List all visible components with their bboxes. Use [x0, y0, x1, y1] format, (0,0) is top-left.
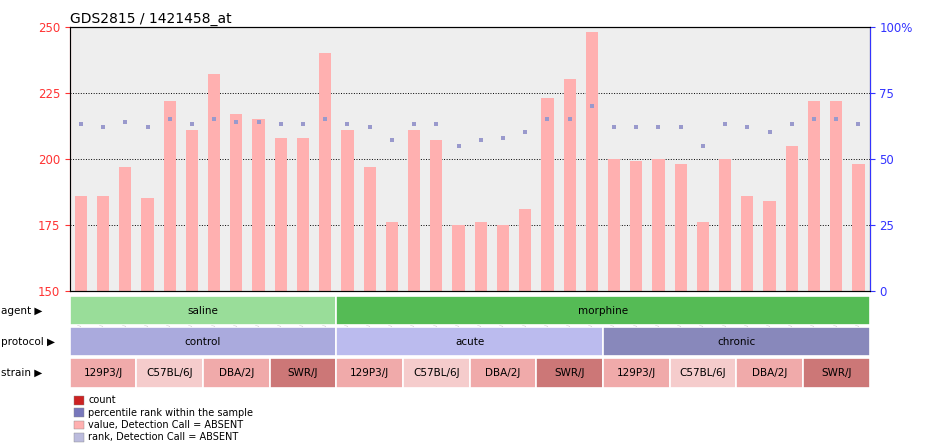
Text: SWR/J: SWR/J [554, 368, 585, 378]
Bar [603, 358, 670, 388]
Bar [403, 358, 470, 388]
Bar [297, 138, 309, 291]
Bar [764, 201, 776, 291]
Bar [608, 159, 620, 291]
Bar [341, 130, 353, 291]
Bar [337, 296, 870, 325]
Text: morphine: morphine [578, 306, 628, 316]
Bar [164, 101, 176, 291]
Text: DBA/2J: DBA/2J [485, 368, 521, 378]
Text: 129P3/J: 129P3/J [84, 368, 123, 378]
Bar [519, 209, 531, 291]
Bar [603, 327, 870, 357]
Bar [537, 358, 603, 388]
Bar [70, 296, 337, 325]
Bar [652, 159, 665, 291]
Bar [803, 358, 870, 388]
Bar [737, 358, 803, 388]
Bar [474, 222, 487, 291]
Bar [70, 358, 137, 388]
Bar [186, 130, 198, 291]
Text: control: control [185, 337, 221, 347]
Bar [452, 225, 465, 291]
Text: C57BL/6J: C57BL/6J [413, 368, 459, 378]
Bar [564, 79, 576, 291]
Bar [337, 327, 603, 357]
Text: 129P3/J: 129P3/J [350, 368, 390, 378]
Text: value, Detection Call = ABSENT: value, Detection Call = ABSENT [88, 420, 244, 430]
Text: percentile rank within the sample: percentile rank within the sample [88, 408, 253, 418]
Bar [670, 358, 737, 388]
Bar [97, 196, 109, 291]
Bar [270, 358, 337, 388]
Text: DBA/2J: DBA/2J [219, 368, 254, 378]
Bar [319, 53, 331, 291]
Bar [541, 98, 553, 291]
Bar [252, 119, 265, 291]
Text: C57BL/6J: C57BL/6J [146, 368, 193, 378]
Bar [631, 161, 643, 291]
Bar [431, 140, 443, 291]
Text: C57BL/6J: C57BL/6J [680, 368, 726, 378]
Bar [203, 358, 270, 388]
Text: GDS2815 / 1421458_at: GDS2815 / 1421458_at [70, 12, 232, 26]
Bar [674, 164, 687, 291]
Bar [70, 327, 337, 357]
Text: agent ▶: agent ▶ [1, 306, 42, 316]
Text: strain ▶: strain ▶ [1, 368, 42, 378]
Bar [231, 114, 243, 291]
Bar [786, 146, 798, 291]
Bar [830, 101, 843, 291]
Bar [137, 358, 203, 388]
Bar [119, 166, 131, 291]
Text: 129P3/J: 129P3/J [617, 368, 656, 378]
Text: protocol ▶: protocol ▶ [1, 337, 55, 347]
Bar [74, 196, 87, 291]
Text: SWR/J: SWR/J [821, 368, 852, 378]
Bar [364, 166, 376, 291]
Bar [274, 138, 287, 291]
Bar [337, 358, 403, 388]
Bar [408, 130, 420, 291]
Bar [586, 32, 598, 291]
Bar [470, 358, 537, 388]
Bar [808, 101, 820, 291]
Text: acute: acute [455, 337, 485, 347]
Bar [497, 225, 509, 291]
Bar [697, 222, 709, 291]
Bar [852, 164, 865, 291]
Bar [741, 196, 753, 291]
Bar [141, 198, 153, 291]
Text: SWR/J: SWR/J [287, 368, 318, 378]
Text: count: count [88, 395, 116, 405]
Text: saline: saline [188, 306, 219, 316]
Bar [208, 74, 220, 291]
Text: rank, Detection Call = ABSENT: rank, Detection Call = ABSENT [88, 432, 239, 442]
Text: chronic: chronic [717, 337, 755, 347]
Bar [719, 159, 731, 291]
Bar [386, 222, 398, 291]
Text: DBA/2J: DBA/2J [751, 368, 788, 378]
